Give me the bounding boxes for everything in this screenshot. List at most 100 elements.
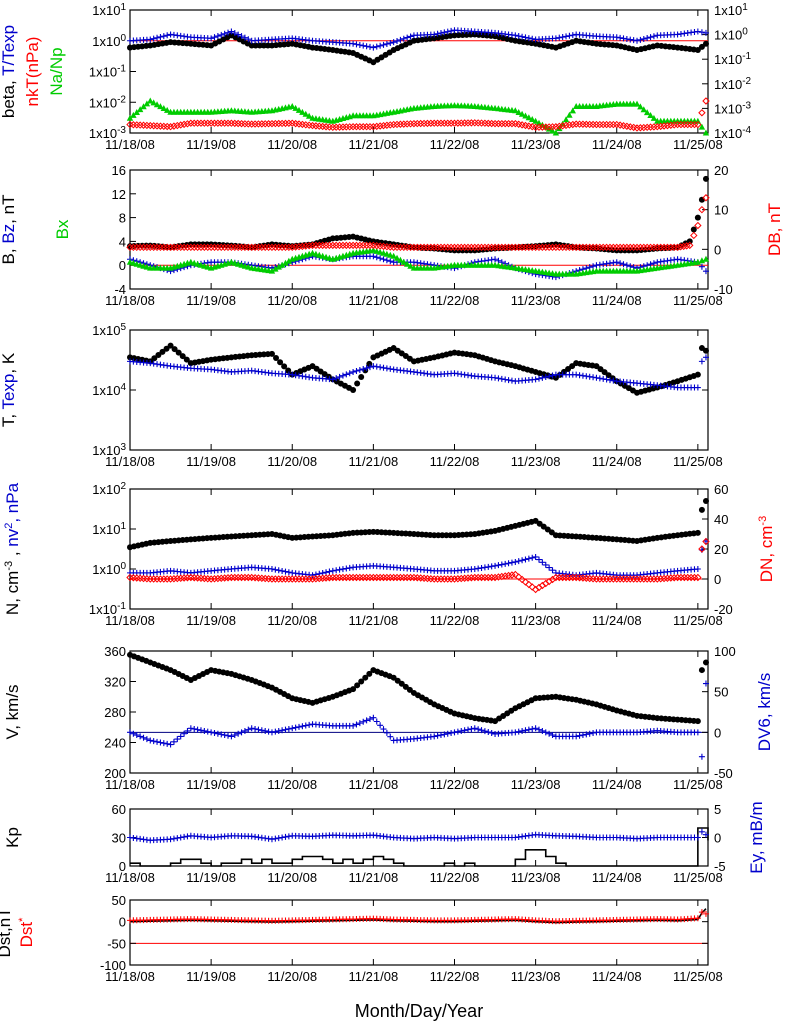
data-point: [549, 127, 556, 134]
data-point: [640, 106, 647, 113]
data-point: [167, 342, 174, 349]
data-point: [532, 725, 539, 732]
plot-frame: [129, 488, 709, 610]
data-point: [323, 569, 330, 576]
data-point: [339, 123, 347, 131]
x-tick-label: 11/20/08: [267, 293, 317, 308]
data-point: [667, 121, 675, 129]
data-point: [275, 835, 282, 842]
panel-beta: 1x101 1x100 1x10-1 1x10-2 1x10-3 1x101 1x100 1x…: [0, 2, 752, 153]
data-point: [370, 44, 377, 51]
x-tick-label: 11/18/08: [105, 293, 155, 308]
data-point: [238, 729, 245, 736]
data-point: [183, 120, 192, 128]
x-tick-label: 11/25/08: [673, 454, 723, 469]
data-point: [698, 828, 705, 835]
data-point: [539, 727, 546, 734]
data-point: [702, 910, 709, 917]
data-point: [225, 732, 232, 739]
data-point: [272, 728, 279, 735]
y2-tick-label: 0: [714, 242, 721, 257]
y2-tick-label: 0: [714, 831, 721, 846]
data-point: [272, 835, 279, 842]
data-point: [387, 40, 394, 47]
series-nv2: [127, 538, 709, 579]
data-point: [231, 732, 238, 739]
data-point: [431, 31, 438, 38]
data-point: [292, 724, 299, 731]
data-point: [285, 257, 293, 264]
data-point: [353, 41, 360, 48]
data-point: [231, 30, 238, 37]
x-tick-label: 11/25/08: [673, 293, 723, 308]
data-point: [218, 31, 225, 38]
data-point: [380, 364, 387, 371]
panel-b: 16 12 8 4 0 -4 20 10 0 -10 11/18/08 11/19/08 11/20/0…: [0, 163, 784, 308]
data-point: [275, 727, 282, 734]
data-point: [478, 727, 485, 734]
data-point: [291, 243, 300, 251]
data-point: [377, 722, 384, 729]
series-dn: [126, 537, 710, 594]
data-point: [519, 727, 526, 734]
data-point: [305, 241, 313, 250]
x-tick-label: 11/24/08: [592, 613, 642, 628]
x-tick-label: 11/21/08: [349, 613, 399, 628]
data-point: [214, 574, 222, 583]
y-tick-label: 1x103: [92, 442, 126, 459]
x-tick-label: 11/19/08: [186, 454, 236, 469]
series-dst-: [127, 909, 709, 925]
data-point: [147, 97, 154, 104]
data-point: [512, 32, 519, 39]
data-point: [164, 32, 171, 39]
data-point: [136, 106, 144, 113]
data-point: [281, 363, 288, 370]
data-point: [404, 34, 411, 41]
x-tick-label: 11/23/08: [511, 613, 561, 628]
data-point: [140, 103, 147, 110]
data-point: [702, 680, 709, 687]
data-point: [325, 574, 334, 582]
x-tick-label: 11/23/08: [511, 777, 561, 792]
data-point: [637, 36, 644, 43]
data-point: [288, 243, 296, 252]
y2-tick-label: 1x10-1: [714, 51, 752, 68]
y-tick-label: 0: [119, 859, 126, 874]
data-point: [150, 738, 157, 745]
data-point: [549, 732, 556, 739]
data-point: [636, 124, 645, 132]
data-point: [387, 258, 394, 265]
y-tick-label: 16: [112, 163, 126, 178]
plot-frame: [129, 169, 709, 290]
data-point: [676, 243, 685, 251]
data-point: [441, 731, 448, 738]
series-t-texp: [127, 27, 709, 51]
data-point: [358, 373, 365, 380]
data-point: [492, 374, 499, 381]
data-point: [164, 740, 171, 747]
data-point: [546, 373, 553, 380]
data-point: [532, 117, 539, 124]
data-point: [528, 583, 536, 591]
data-point: [702, 268, 709, 275]
data-point: [154, 738, 161, 745]
data-point: [377, 255, 384, 262]
data-point: [306, 721, 313, 728]
data-point: [369, 123, 378, 131]
data-point: [634, 37, 641, 44]
data-point: [492, 256, 499, 263]
data-point: [546, 564, 553, 571]
data-point: [173, 121, 182, 130]
y2-tick-label: 0: [714, 725, 721, 740]
data-point: [508, 559, 515, 566]
data-point: [282, 726, 289, 733]
data-point: [377, 364, 384, 371]
data-point: [339, 372, 346, 379]
data-point: [265, 728, 272, 735]
data-point: [653, 123, 662, 131]
data-point: [545, 123, 553, 131]
data-point: [448, 27, 455, 34]
x-tick-label: 11/25/08: [673, 777, 723, 792]
data-point: [522, 34, 529, 41]
